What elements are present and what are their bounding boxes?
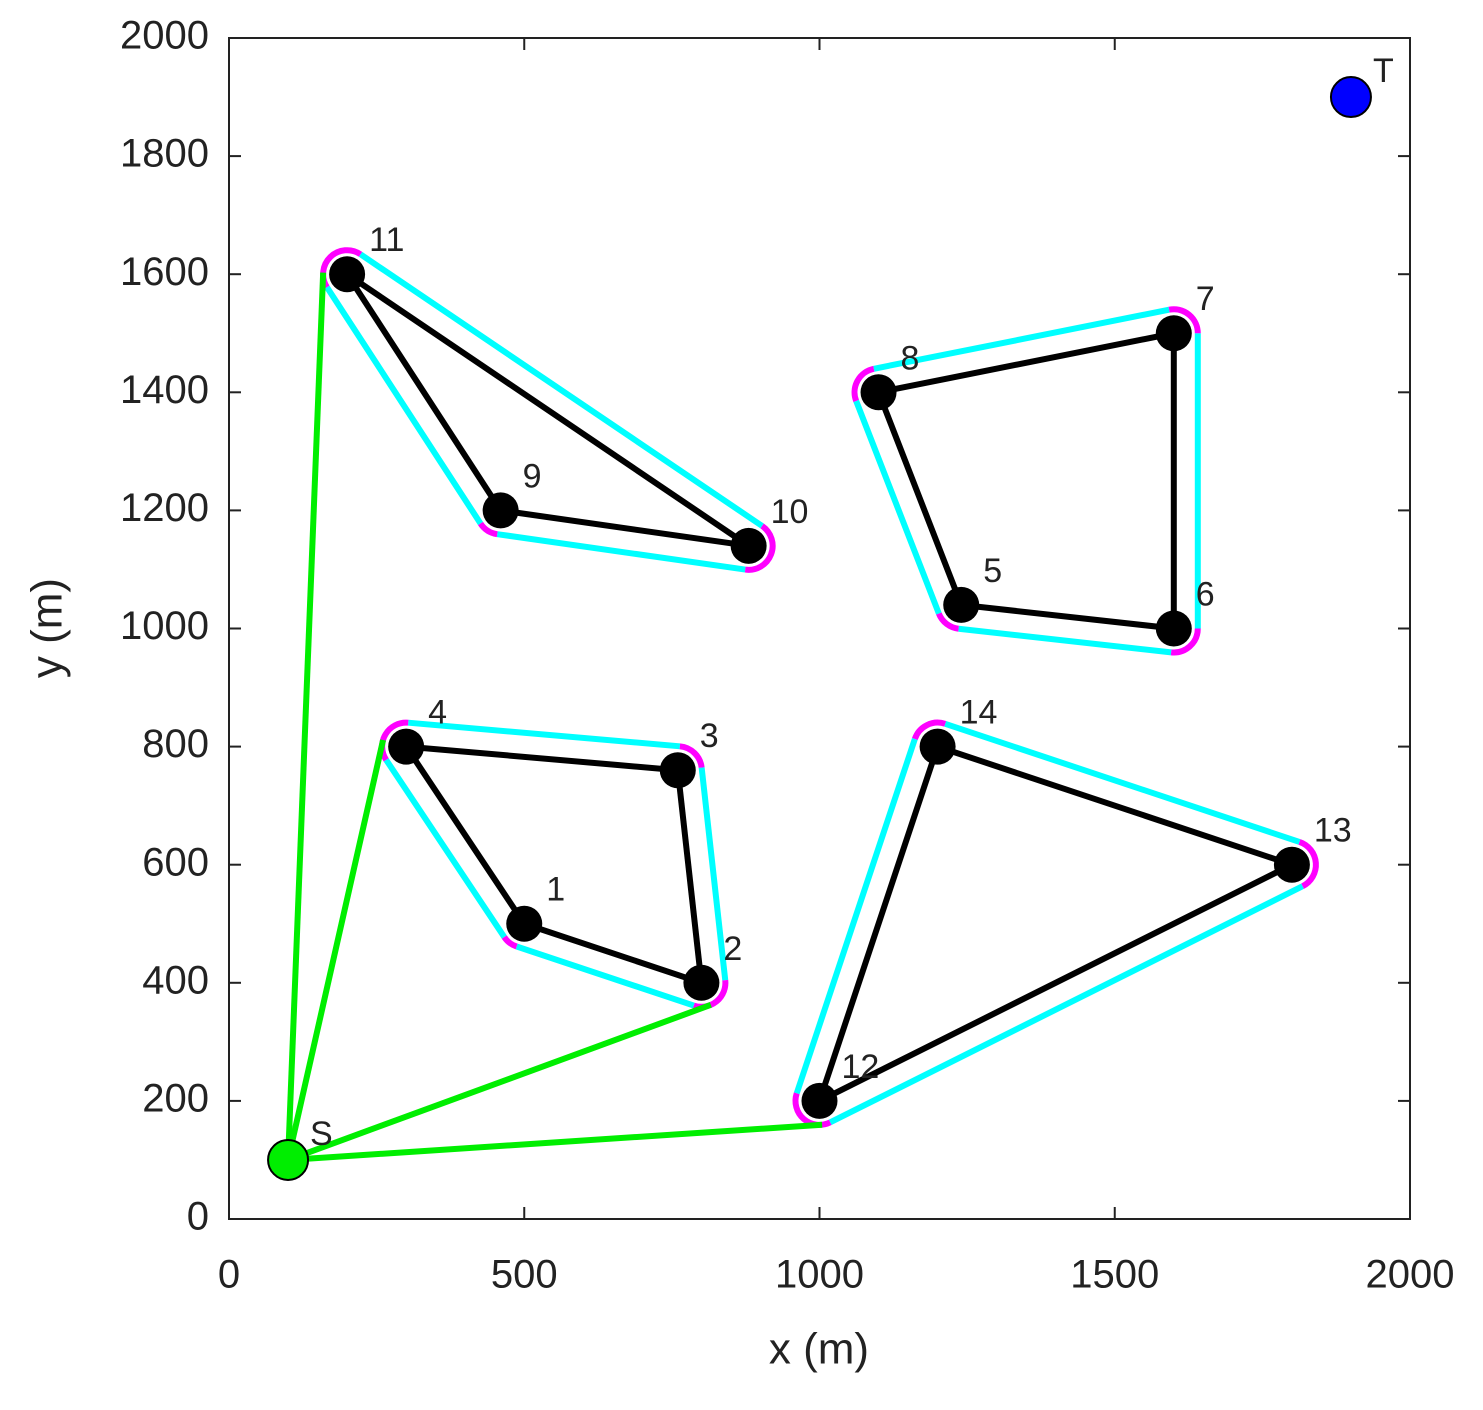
- buffer-edge: [828, 883, 1304, 1126]
- cluster-edge: [405, 743, 679, 774]
- cluster-edge: [875, 391, 965, 606]
- node: [943, 586, 980, 623]
- node: [1155, 610, 1192, 647]
- node-label: 10: [771, 493, 809, 531]
- node-label: 8: [901, 339, 920, 377]
- cluster-edge: [936, 743, 1293, 868]
- target-point-label: T: [1373, 52, 1394, 90]
- y-tick-label: 600: [142, 840, 209, 884]
- buffer-edge: [944, 720, 1301, 845]
- node-label: 13: [1314, 812, 1352, 850]
- y-tick-label: 800: [142, 722, 209, 766]
- node: [506, 905, 543, 942]
- node: [730, 527, 767, 564]
- start-point: [267, 1138, 310, 1181]
- start-link: [285, 739, 386, 1161]
- y-axis-label: y (m): [23, 578, 72, 678]
- buffer-edge: [853, 399, 942, 615]
- start-link: [287, 1002, 712, 1163]
- cluster-edge: [523, 920, 703, 986]
- buffer-edge: [383, 758, 507, 939]
- cluster-edge: [816, 745, 941, 1102]
- buffer-corner: [679, 743, 705, 769]
- target-point: [1329, 76, 1372, 119]
- start-link: [287, 1121, 823, 1163]
- node-label: 2: [723, 930, 742, 968]
- cluster-edge: [345, 271, 751, 549]
- node-label: 12: [842, 1048, 880, 1086]
- node-label: 6: [1196, 575, 1215, 613]
- plot-frame: [228, 37, 1411, 1220]
- x-tick-label: 1500: [1070, 1253, 1159, 1297]
- y-tick-label: 1600: [120, 250, 209, 294]
- buffer-corner: [792, 1092, 832, 1128]
- buffer-edge: [698, 767, 729, 981]
- node: [329, 256, 366, 293]
- node-label: 11: [369, 221, 404, 259]
- y-tick-label: 400: [142, 958, 209, 1002]
- node: [860, 374, 897, 411]
- buffer-edge: [958, 625, 1172, 656]
- x-tick-label: 2000: [1366, 1253, 1455, 1297]
- cluster-edge: [500, 507, 750, 549]
- x-tick-label: 0: [218, 1253, 240, 1297]
- buffer-edge: [515, 943, 695, 1009]
- buffer-edge: [496, 531, 746, 573]
- buffer-edge: [793, 738, 918, 1095]
- buffer-corner: [744, 523, 776, 573]
- x-axis-label: x (m): [769, 1325, 869, 1374]
- node: [482, 492, 519, 529]
- buffer-corner: [911, 719, 947, 741]
- node-label: 4: [428, 694, 447, 732]
- node-label: 14: [960, 694, 998, 732]
- cluster-edge: [403, 744, 527, 926]
- buffer-corner: [1170, 628, 1201, 656]
- buffer-corner: [501, 935, 518, 950]
- buffer-edge: [873, 306, 1170, 372]
- node: [1155, 315, 1192, 352]
- node: [388, 728, 425, 765]
- node-label: 5: [983, 552, 1002, 590]
- node-label: 7: [1196, 280, 1215, 318]
- buffer-edge: [324, 285, 484, 526]
- y-tick-label: 200: [142, 1076, 209, 1120]
- start-point-label: S: [310, 1115, 333, 1153]
- cluster-edge: [960, 601, 1175, 632]
- cluster-edge: [818, 862, 1294, 1104]
- y-tick-label: 1800: [120, 132, 209, 176]
- buffer-edge: [407, 719, 681, 750]
- buffer-corner: [1168, 306, 1201, 334]
- node-label: 3: [700, 717, 719, 755]
- y-tick-label: 0: [187, 1195, 209, 1239]
- buffer-corner: [936, 612, 960, 632]
- node: [659, 752, 696, 789]
- y-tick-label: 1000: [120, 604, 209, 648]
- y-tick-label: 1200: [120, 486, 209, 530]
- buffer-edge: [358, 251, 764, 529]
- buffer-corner: [1298, 839, 1319, 889]
- node-label: 9: [523, 457, 542, 495]
- node: [683, 964, 720, 1001]
- x-tick-label: 1000: [775, 1253, 864, 1297]
- buffer-corner: [379, 719, 409, 762]
- start-link: [285, 272, 327, 1161]
- cluster-edge: [344, 272, 504, 513]
- node: [801, 1082, 838, 1119]
- node-label: 1: [546, 871, 565, 909]
- x-tick-label: 500: [491, 1253, 558, 1297]
- y-tick-label: 1400: [120, 368, 209, 412]
- buffer-corner: [477, 521, 498, 538]
- node: [1273, 846, 1310, 883]
- node: [919, 728, 956, 765]
- buffer-corner: [851, 365, 875, 403]
- y-tick-label: 2000: [120, 14, 209, 58]
- cluster-edge: [877, 330, 1175, 396]
- cluster-edge: [674, 769, 705, 984]
